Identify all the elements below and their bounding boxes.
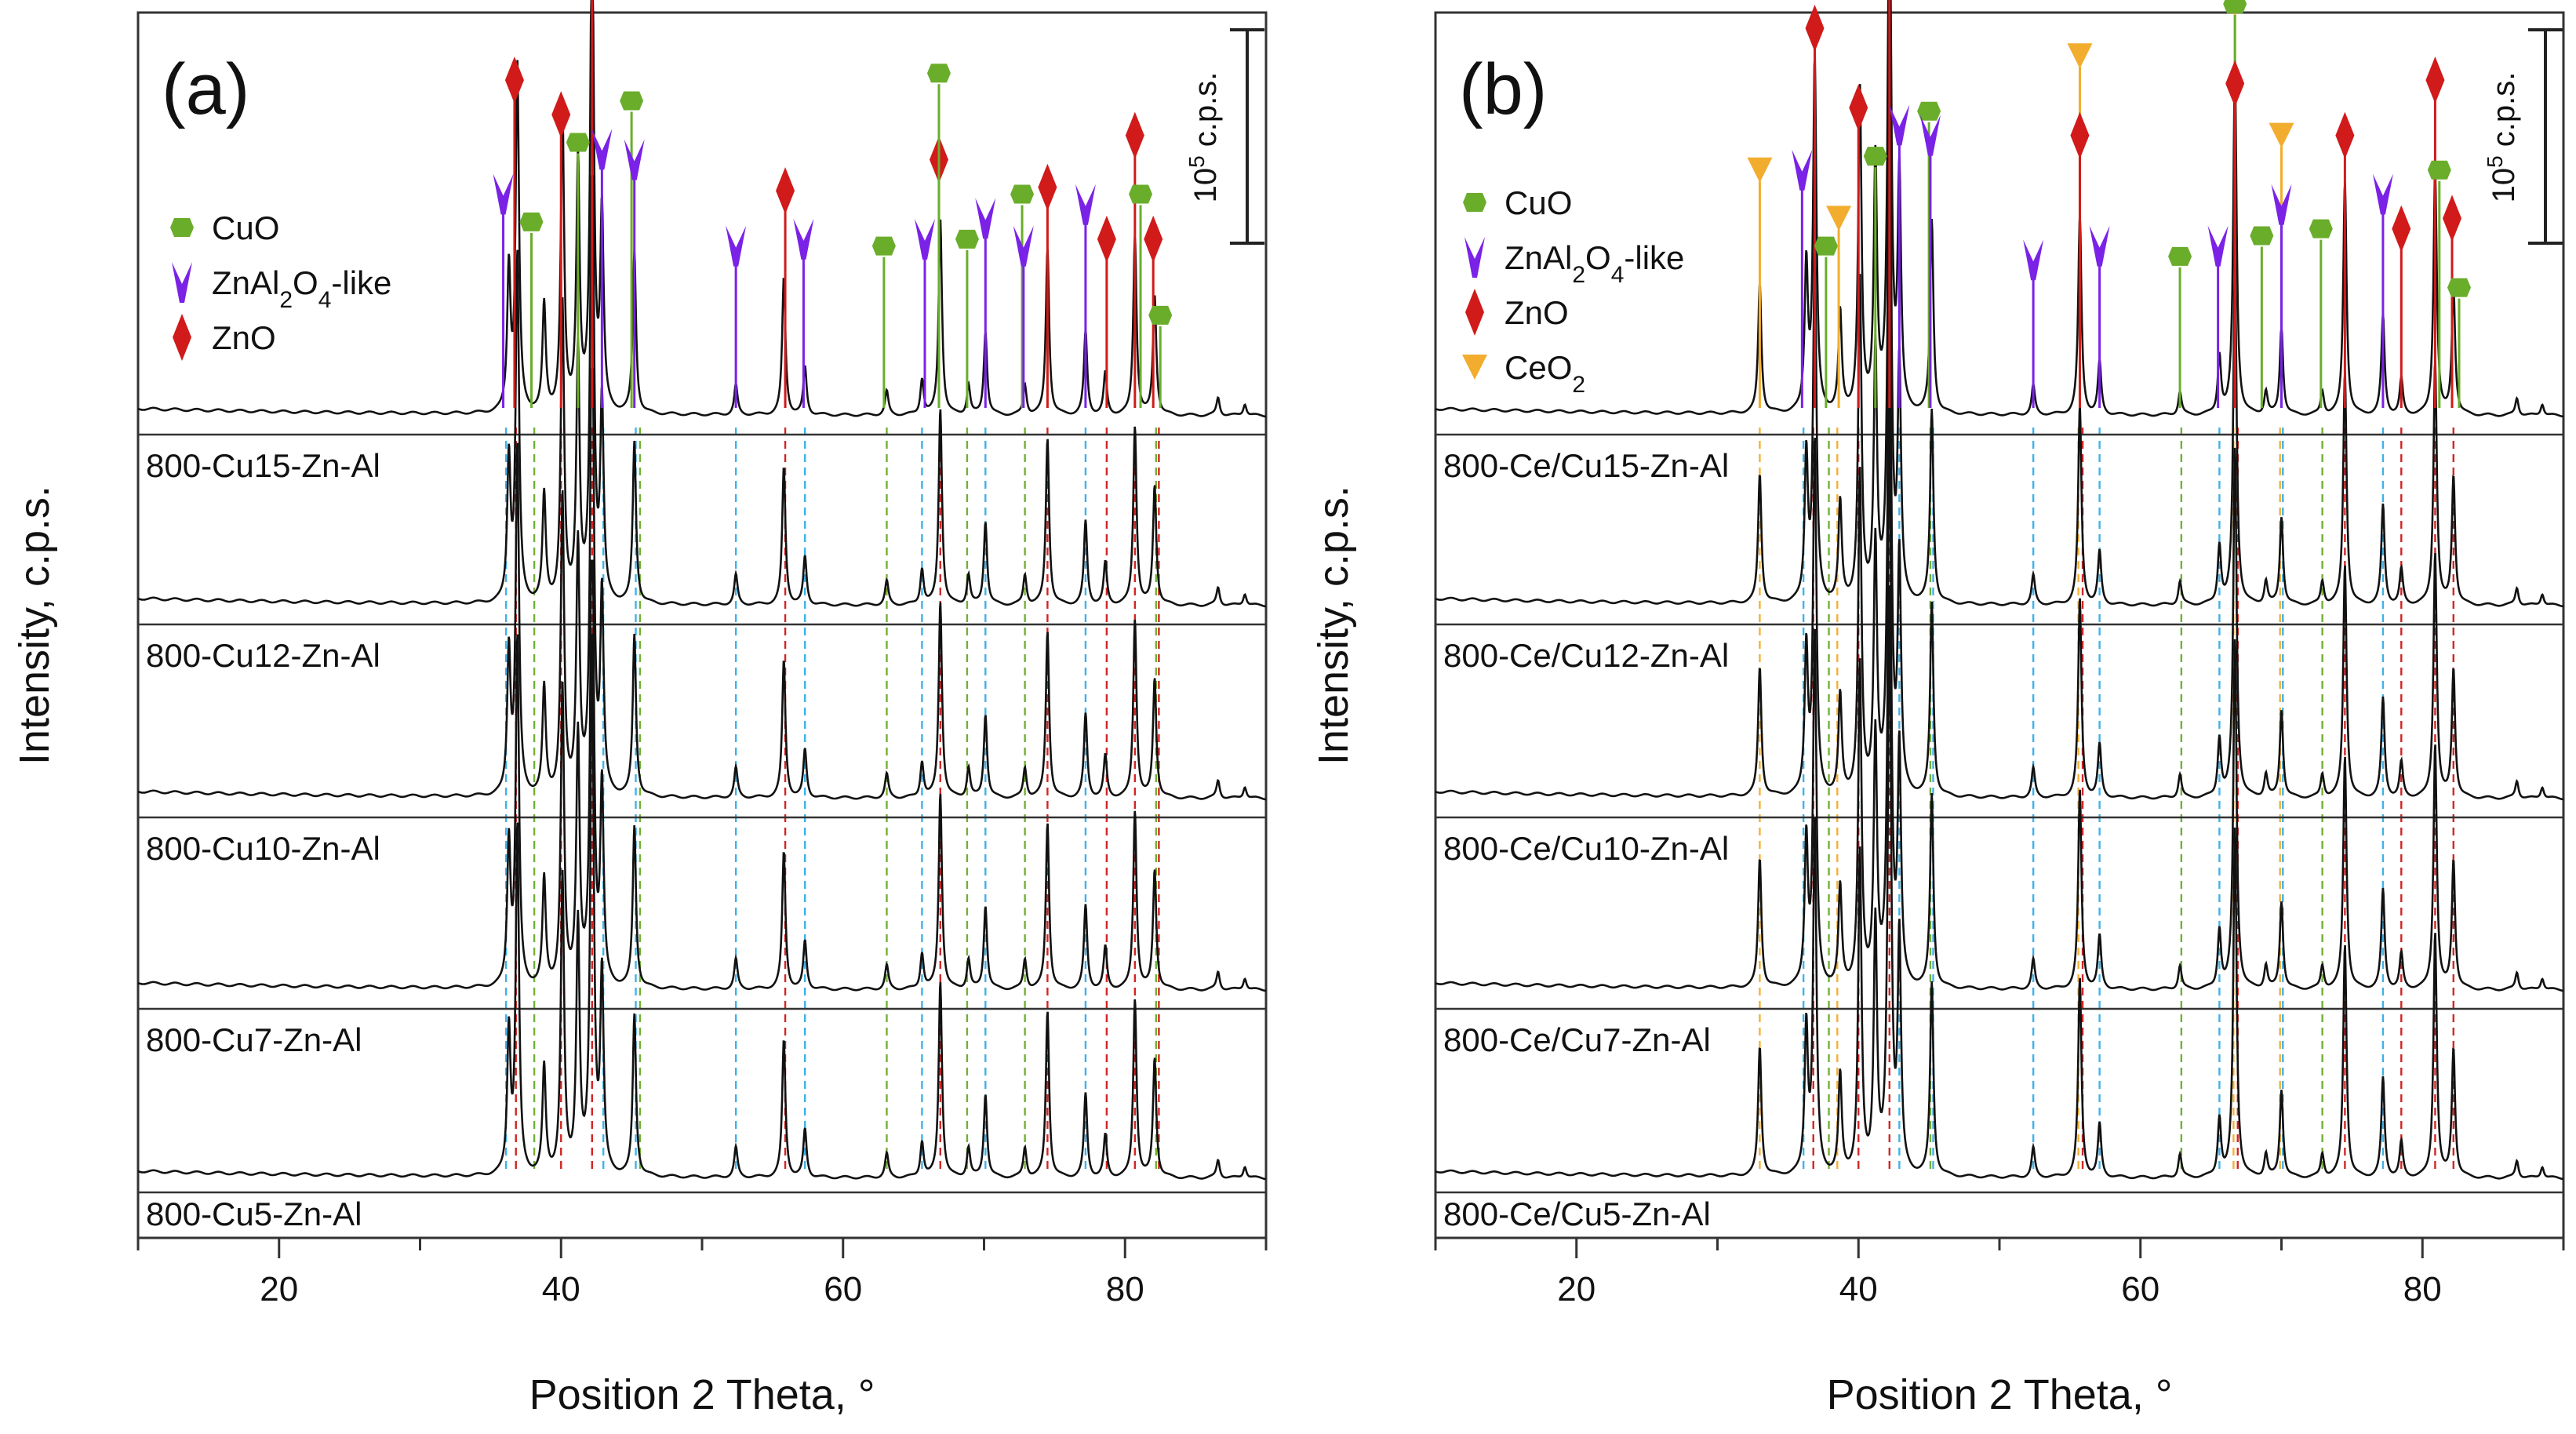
cuo-marker bbox=[566, 133, 590, 152]
ceo2-marker bbox=[1826, 206, 1852, 231]
zno-marker bbox=[2442, 195, 2461, 242]
xrd-trace-800-cu5-zn-al bbox=[137, 633, 1266, 1181]
y-axis-title-a: Intensity, c.p.s. bbox=[11, 486, 58, 765]
zno-marker bbox=[2070, 111, 2090, 159]
sample-label: 800-Ce/Cu12-Zn-Al bbox=[1443, 637, 1729, 674]
legend-cuo-icon bbox=[170, 218, 194, 237]
xrd-trace-800-ce-cu15-zn-al bbox=[1435, 0, 2564, 418]
sample-label: 800-Ce/Cu15-Zn-Al bbox=[1443, 447, 1729, 484]
x-tick-label: 40 bbox=[542, 1270, 580, 1308]
xrd-trace-800-cu12-zn-al bbox=[137, 175, 1266, 608]
sample-label: 800-Cu15-Zn-Al bbox=[146, 447, 380, 484]
y-axis-title-b: Intensity, c.p.s. bbox=[1310, 486, 1357, 765]
x-axis-title-a: Position 2 Theta, ° bbox=[529, 1371, 875, 1418]
cuo-marker bbox=[1814, 236, 1838, 256]
x-axis-title-b: Position 2 Theta, ° bbox=[1827, 1371, 2173, 1418]
legend-label-ceo2: CeO2 bbox=[1504, 349, 1585, 398]
legend-label-znal2o4: ZnAl2O4-like bbox=[1504, 239, 1684, 288]
sample-label: 800-Cu10-Zn-Al bbox=[146, 830, 380, 867]
legend-label-cuo: CuO bbox=[212, 209, 279, 246]
sample-label: 800-Cu7-Zn-Al bbox=[146, 1021, 362, 1058]
cuo-marker bbox=[1148, 305, 1173, 325]
xrd-trace-800-cu15-zn-al bbox=[137, 0, 1266, 418]
panel-a: 800-Cu15-Zn-Al 800-Cu12-Zn-Al 800-Cu10-Zn-… bbox=[11, 0, 1268, 1418]
xrd-trace-800-cu7-zn-al bbox=[137, 559, 1266, 992]
legend-label-zno: ZnO bbox=[212, 319, 276, 356]
sample-label: 800-Ce/Cu10-Zn-Al bbox=[1443, 830, 1729, 867]
xrd-trace-800-ce-cu12-zn-al bbox=[1435, 12, 2564, 608]
cuo-marker bbox=[926, 64, 951, 83]
zno-marker bbox=[776, 167, 795, 215]
zno-marker bbox=[1097, 215, 1116, 263]
x-tick-label: 20 bbox=[1557, 1270, 1595, 1308]
panel-letter-b: (b) bbox=[1459, 49, 1547, 129]
legend-znal2o4-icon bbox=[1464, 237, 1485, 278]
zno-marker bbox=[1038, 163, 1057, 211]
cuo-marker bbox=[2447, 278, 2471, 297]
zno-marker bbox=[2425, 56, 2445, 104]
legend-a: CuO ZnAl2O4-like ZnO bbox=[170, 209, 391, 361]
panel-letter-a: (a) bbox=[162, 49, 249, 129]
x-tick-label: 60 bbox=[2121, 1270, 2159, 1308]
legend-cuo-icon bbox=[1463, 193, 1486, 212]
zno-marker bbox=[1125, 111, 1144, 159]
cuo-marker bbox=[1917, 101, 1941, 121]
cuo-marker bbox=[519, 212, 544, 231]
legend-ceo2-icon bbox=[1462, 355, 1487, 380]
sample-label: 800-Ce/Cu5-Zn-Al bbox=[1443, 1196, 1711, 1232]
scale-bar-b: 105 c.p.s. bbox=[2483, 28, 2563, 245]
legend-label-zno: ZnO bbox=[1504, 294, 1569, 331]
zno-marker bbox=[551, 91, 571, 139]
cuo-marker bbox=[620, 91, 644, 111]
xrd-trace-800-ce-cu7-zn-al bbox=[1435, 396, 2564, 992]
zno-marker bbox=[2225, 60, 2245, 107]
zno-marker bbox=[2392, 205, 2411, 253]
cuo-marker bbox=[955, 229, 979, 249]
scale-bar-a: 105 c.p.s. bbox=[1184, 28, 1264, 245]
phase-markers-a bbox=[493, 0, 1173, 408]
zno-marker bbox=[1849, 84, 1868, 132]
sample-label: 800-Ce/Cu7-Zn-Al bbox=[1443, 1021, 1711, 1058]
zno-marker bbox=[1805, 4, 1825, 52]
cuo-marker bbox=[2223, 0, 2247, 14]
xrd-trace-800-ce-cu5-zn-al bbox=[1435, 584, 2564, 1181]
cuo-marker bbox=[2309, 219, 2333, 238]
sample-label: 800-Cu5-Zn-Al bbox=[146, 1196, 362, 1232]
x-tick-label: 40 bbox=[1839, 1270, 1878, 1308]
panel-b: 800-Ce/Cu15-Zn-Al 800-Ce/Cu12-Zn-Al 800-Ce… bbox=[1310, 0, 2565, 1418]
cuo-marker bbox=[2168, 246, 2192, 266]
x-tick-label: 60 bbox=[824, 1270, 862, 1308]
ceo2-marker bbox=[1747, 157, 1773, 183]
zno-marker bbox=[504, 56, 524, 104]
cuo-marker bbox=[1129, 184, 1153, 204]
legend-label-cuo: CuO bbox=[1504, 184, 1572, 221]
cuo-marker bbox=[2250, 226, 2274, 246]
x-tick-label: 80 bbox=[1106, 1270, 1144, 1308]
legend-znal2o4-icon bbox=[172, 262, 192, 303]
legend-b: CuO ZnAl2O4-like ZnO CeO2 bbox=[1462, 184, 1684, 398]
xrd-trace-800-cu10-zn-al bbox=[137, 368, 1266, 801]
ceo2-marker bbox=[2067, 43, 2093, 69]
zno-marker bbox=[1144, 215, 1163, 263]
cuo-marker bbox=[2427, 160, 2451, 180]
legend-label-znal2o4: ZnAl2O4-like bbox=[212, 264, 391, 313]
x-tick-label: 20 bbox=[260, 1270, 298, 1308]
cuo-marker bbox=[871, 236, 896, 256]
x-tick-label: 80 bbox=[2403, 1270, 2442, 1308]
scale-bar-label: 105 c.p.s. bbox=[2483, 72, 2522, 203]
cuo-marker bbox=[1863, 147, 1887, 166]
ceo2-marker bbox=[2269, 122, 2294, 148]
zno-marker bbox=[2335, 111, 2355, 159]
scale-bar-label: 105 c.p.s. bbox=[1184, 72, 1224, 203]
sample-label: 800-Cu12-Zn-Al bbox=[146, 637, 380, 674]
legend-zno-icon bbox=[1465, 289, 1484, 336]
phase-markers-b bbox=[1747, 0, 2471, 408]
cuo-marker bbox=[1010, 184, 1035, 204]
legend-zno-icon bbox=[173, 314, 191, 361]
xrd-trace-800-ce-cu10-zn-al bbox=[1435, 205, 2564, 801]
